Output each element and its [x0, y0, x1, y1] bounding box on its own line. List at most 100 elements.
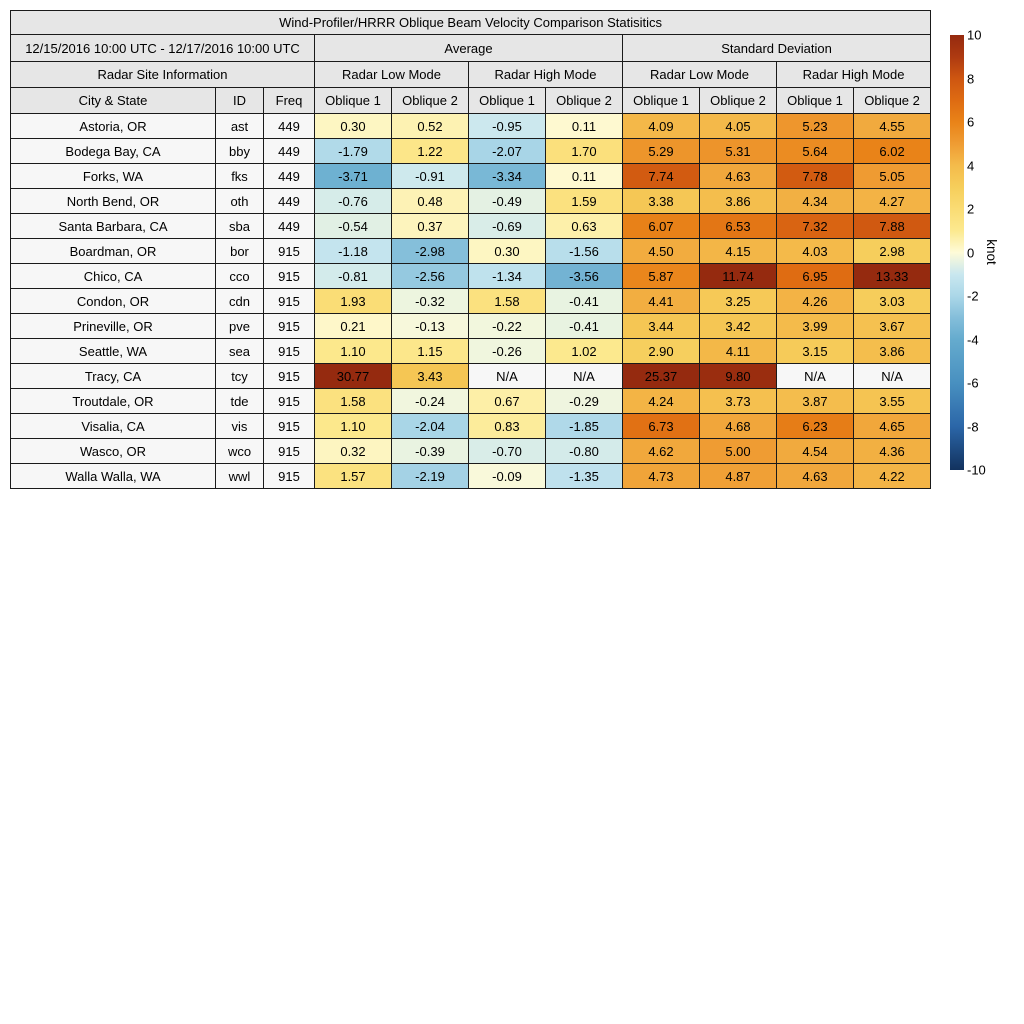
value-cell: -2.19: [391, 463, 469, 489]
freq-cell: 915: [263, 313, 315, 339]
value-cell: 4.62: [622, 438, 700, 464]
table-row: Visalia, CA vis 915 1.10 -2.04 0.83 -1.85 6.73 4…: [10, 413, 932, 439]
colorbar-tick-label: 10: [967, 27, 982, 43]
value-cell: 13.33: [852, 263, 932, 289]
id-cell: fks: [215, 163, 264, 189]
freq-cell: 449: [263, 138, 315, 164]
value-cell: -0.29: [545, 388, 623, 414]
value-cell: 6.07: [622, 213, 700, 239]
value-cell: -0.80: [545, 438, 623, 464]
value-cell: 3.86: [699, 188, 777, 214]
header-id: ID: [215, 87, 264, 114]
header-oblique-2: Oblique 2: [545, 87, 623, 114]
header-std-radar-high-mode: Radar High Mode: [775, 61, 932, 88]
value-cell: 3.44: [622, 313, 700, 339]
value-cell: -0.69: [468, 213, 546, 239]
value-cell: 4.41: [622, 288, 700, 314]
value-cell: 25.37: [622, 363, 700, 389]
value-cell: 1.22: [391, 138, 469, 164]
value-cell: 4.73: [622, 463, 700, 489]
city-cell: Condon, OR: [10, 288, 216, 314]
value-cell: -0.95: [468, 113, 546, 139]
value-cell: -0.22: [468, 313, 546, 339]
value-cell: 6.53: [699, 213, 777, 239]
table-row: Forks, WA fks 449 -3.71 -0.91 -3.34 0.11 7.74 4.…: [10, 163, 932, 189]
value-cell: -0.81: [314, 263, 392, 289]
value-cell: 1.10: [314, 338, 392, 364]
value-cell: -0.41: [545, 288, 623, 314]
id-cell: vis: [215, 413, 264, 439]
value-cell: -2.98: [391, 238, 469, 264]
value-cell: 1.70: [545, 138, 623, 164]
header-oblique-1: Oblique 1: [622, 87, 700, 114]
value-cell: 7.88: [852, 213, 932, 239]
value-cell: 4.03: [776, 238, 854, 264]
value-cell: 5.64: [776, 138, 854, 164]
value-cell: 1.93: [314, 288, 392, 314]
value-cell: 4.50: [622, 238, 700, 264]
freq-cell: 915: [263, 338, 315, 364]
colorbar-tick-label: 2: [967, 201, 975, 217]
value-cell: -0.13: [391, 313, 469, 339]
stats-table: Wind-Profiler/HRRR Oblique Beam Velocity…: [9, 10, 932, 489]
colorbar-tick-label: -4: [967, 332, 979, 347]
value-cell: -0.91: [391, 163, 469, 189]
id-cell: ast: [215, 113, 264, 139]
city-cell: Walla Walla, WA: [10, 463, 216, 489]
value-cell: N/A: [776, 363, 854, 389]
value-cell: 3.86: [852, 338, 932, 364]
colorbar-tick-label: 6: [967, 114, 975, 130]
value-cell: 11.74: [699, 263, 777, 289]
header-avg-radar-low-mode: Radar Low Mode: [314, 61, 469, 88]
value-cell: 4.34: [776, 188, 854, 214]
value-cell: -0.24: [391, 388, 469, 414]
city-cell: Wasco, OR: [10, 438, 216, 464]
table-row: Tracy, CA tcy 915 30.77 3.43 N/A N/A 25.37 9.80 N…: [10, 363, 932, 389]
value-cell: 6.73: [622, 413, 700, 439]
header-oblique-2: Oblique 2: [391, 87, 469, 114]
value-cell: 0.52: [391, 113, 469, 139]
value-cell: 3.38: [622, 188, 700, 214]
title-row: Wind-Profiler/HRRR Oblique Beam Velocity…: [9, 10, 932, 35]
value-cell: 3.15: [776, 338, 854, 364]
value-cell: 3.03: [852, 288, 932, 314]
value-cell: 7.74: [622, 163, 700, 189]
id-cell: wco: [215, 438, 264, 464]
value-cell: 0.67: [468, 388, 546, 414]
table-body: Astoria, OR ast 449 0.30 0.52 -0.95 0.11 4.09 4.…: [10, 113, 932, 489]
table-row: Astoria, OR ast 449 0.30 0.52 -0.95 0.11 4.09 4.…: [10, 113, 932, 139]
value-cell: 3.73: [699, 388, 777, 414]
city-cell: Santa Barbara, CA: [10, 213, 216, 239]
freq-cell: 915: [263, 288, 315, 314]
header-std-radar-low-mode: Radar Low Mode: [622, 61, 777, 88]
value-cell: -2.56: [391, 263, 469, 289]
value-cell: 7.32: [776, 213, 854, 239]
id-cell: sba: [215, 213, 264, 239]
value-cell: 1.57: [314, 463, 392, 489]
header-oblique-1: Oblique 1: [776, 87, 854, 114]
colorbar-tick-label: -6: [967, 375, 979, 391]
value-cell: 4.09: [622, 113, 700, 139]
value-cell: -2.07: [468, 138, 546, 164]
colorbar-tick-label: -2: [967, 288, 979, 304]
value-cell: -1.18: [314, 238, 392, 264]
table-row: Santa Barbara, CA sba 449 -0.54 0.37 -0.69 0.6…: [10, 213, 932, 239]
table-row: Seattle, WA sea 915 1.10 1.15 -0.26 1.02 2.90 4.…: [10, 338, 932, 364]
header-oblique-2: Oblique 2: [852, 87, 932, 114]
value-cell: N/A: [468, 363, 546, 389]
colorbar-tick-label: -10: [967, 462, 986, 478]
value-cell: 5.29: [622, 138, 700, 164]
value-cell: -0.70: [468, 438, 546, 464]
colorbar-tick-label: 0: [967, 245, 975, 260]
value-cell: 1.58: [314, 388, 392, 414]
value-cell: 1.02: [545, 338, 623, 364]
value-cell: 4.27: [852, 188, 932, 214]
value-cell: -0.26: [468, 338, 546, 364]
value-cell: 4.24: [622, 388, 700, 414]
id-cell: cdn: [215, 288, 264, 314]
value-cell: 0.32: [314, 438, 392, 464]
value-cell: 1.15: [391, 338, 469, 364]
value-cell: 5.87: [622, 263, 700, 289]
value-cell: 0.30: [468, 238, 546, 264]
